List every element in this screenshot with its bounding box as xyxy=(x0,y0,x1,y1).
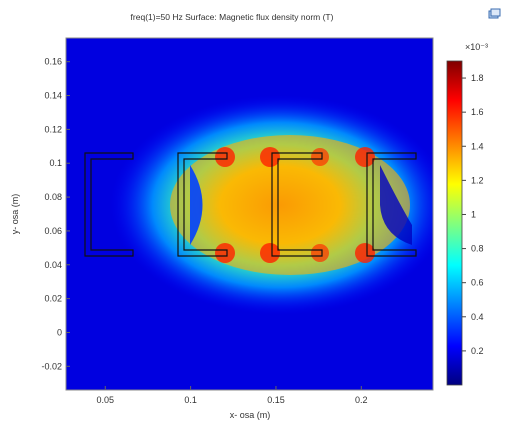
y-axis: 0.16 0.14 0.12 0.1 0.08 0.06 0.04 0.02 0 -0.02 xyxy=(41,57,70,371)
core-2 xyxy=(177,152,228,257)
colorbar-tick-label: 0.8 xyxy=(471,244,484,254)
colorbar xyxy=(446,60,463,386)
x-tick-label: 0.1 xyxy=(184,395,197,405)
core-3 xyxy=(271,152,323,257)
y-tick-label: 0.14 xyxy=(44,91,62,101)
colorbar-tick-label: 0.4 xyxy=(471,312,484,322)
colorbar-ticks: 1.8 1.6 1.4 1.2 1 0.8 0.6 0.4 0.2 xyxy=(462,73,484,356)
y-tick-label: 0.08 xyxy=(44,192,62,202)
colorbar-tick-label: 1 xyxy=(471,209,476,219)
colorbar-tick-label: 1.2 xyxy=(471,175,484,185)
y-tick-label: 0.02 xyxy=(44,294,62,304)
y-axis-label: y- osa (m) xyxy=(10,194,20,235)
colorbar-tick-label: 1.4 xyxy=(471,141,484,151)
y-tick-label: 0.04 xyxy=(44,260,62,270)
core-4 xyxy=(366,152,417,257)
window-restore-icon[interactable] xyxy=(488,8,501,19)
x-axis: 0.05 0.1 0.15 0.2 xyxy=(96,386,368,405)
y-tick-label: 0.16 xyxy=(44,57,62,67)
colorbar-tick-label: 1.6 xyxy=(471,107,484,117)
x-tick-label: 0.05 xyxy=(96,395,114,405)
core-outlines xyxy=(84,152,417,257)
y-tick-label: -0.02 xyxy=(41,361,62,371)
plot-title: freq(1)=50 Hz Surface: Magnetic flux den… xyxy=(131,12,334,22)
colorbar-tick-label: 0.6 xyxy=(471,278,484,288)
field-map xyxy=(66,38,433,390)
y-tick-label: 0.1 xyxy=(49,158,62,168)
plot-frame xyxy=(65,37,434,391)
colorbar-tick-label: 0.2 xyxy=(471,346,484,356)
x-tick-label: 0.15 xyxy=(267,395,285,405)
y-tick-label: 0.12 xyxy=(44,124,62,134)
y-tick-label: 0 xyxy=(57,327,62,337)
colorbar-exponent: ×10⁻³ xyxy=(465,42,488,52)
x-tick-label: 0.2 xyxy=(355,395,368,405)
y-tick-label: 0.06 xyxy=(44,226,62,236)
core-1 xyxy=(84,152,134,257)
colorbar-tick-label: 1.8 xyxy=(471,73,484,83)
x-axis-label: x- osa (m) xyxy=(230,410,271,420)
